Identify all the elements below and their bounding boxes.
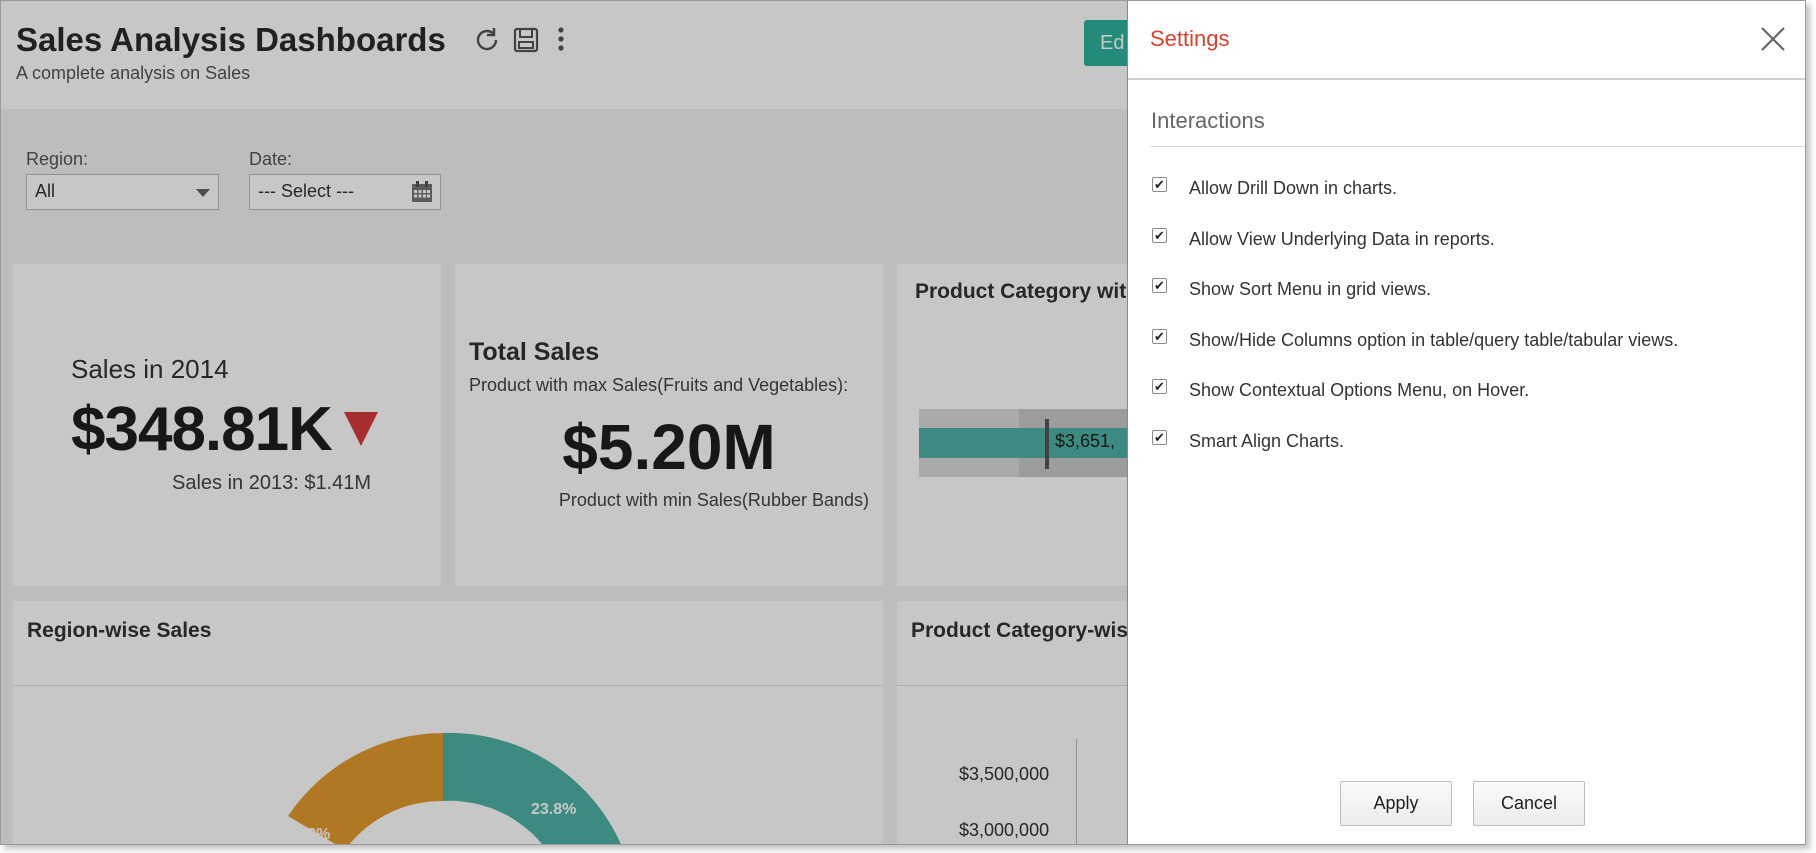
option-view-underlying-data[interactable]: ✔ Allow View Underlying Data in reports. xyxy=(1152,228,1792,252)
region-filter-label: Region: xyxy=(26,149,89,169)
option-contextual-menu[interactable]: ✔ Show Contextual Options Menu, on Hover… xyxy=(1152,379,1792,403)
date-picker[interactable]: --- Select --- xyxy=(249,174,441,210)
more-vertical-icon[interactable] xyxy=(546,25,576,55)
checkbox-contextual-menu[interactable]: ✔ xyxy=(1152,379,1167,394)
divider xyxy=(897,685,1137,686)
checkbox-view-underlying-data[interactable]: ✔ xyxy=(1152,228,1167,243)
region-select-value: All xyxy=(35,181,56,201)
cancel-button[interactable]: Cancel xyxy=(1473,781,1585,826)
y-tick-label: $3,500,000 xyxy=(959,764,1050,784)
option-label: Show Sort Menu in grid views. xyxy=(1189,279,1432,299)
option-label: Show Contextual Options Menu, on Hover. xyxy=(1189,380,1530,400)
total-sales-card: Total Sales Product with max Sales(Fruit… xyxy=(455,264,883,586)
checkbox-sort-menu[interactable]: ✔ xyxy=(1152,278,1167,293)
option-label: Allow Drill Down in charts. xyxy=(1189,178,1398,198)
calendar-icon[interactable] xyxy=(410,180,434,204)
check-icon: ✔ xyxy=(1154,329,1165,344)
min-sales-text: Product with min Sales(Rubber Bands) xyxy=(558,490,869,510)
max-sales-text: Product with max Sales(Fruits and Vegeta… xyxy=(469,375,849,395)
chevron-down-icon xyxy=(196,189,210,197)
product-category-card: Product Category with $3,651, xyxy=(897,264,1137,586)
option-label: Smart Align Charts. xyxy=(1189,431,1345,451)
check-icon: ✔ xyxy=(1154,228,1165,243)
product-category-title: Product Category with xyxy=(915,280,1137,303)
option-label: Allow View Underlying Data in reports. xyxy=(1189,229,1495,249)
option-label: Show/Hide Columns option in table/query … xyxy=(1189,330,1679,350)
check-icon: ✔ xyxy=(1154,379,1165,394)
refresh-icon[interactable] xyxy=(472,25,502,55)
checkbox-show-hide-columns[interactable]: ✔ xyxy=(1152,329,1167,344)
donut-slice[interactable] xyxy=(443,732,633,845)
donut-slice[interactable] xyxy=(288,733,443,845)
option-show-hide-columns[interactable]: ✔ Show/Hide Columns option in table/quer… xyxy=(1152,329,1792,353)
apply-button[interactable]: Apply xyxy=(1340,781,1452,826)
bullet-target-marker xyxy=(1045,419,1049,469)
y-axis-line xyxy=(1076,739,1077,844)
option-sort-menu[interactable]: ✔ Show Sort Menu in grid views. xyxy=(1152,278,1792,302)
region-sales-title: Region-wise Sales xyxy=(27,619,212,642)
date-picker-value: --- Select --- xyxy=(258,181,354,201)
trend-down-icon xyxy=(344,412,378,446)
kpi-value: $348.81K xyxy=(71,395,333,464)
settings-header: Settings xyxy=(1128,1,1805,80)
kpi-card-sales-2014: Sales in 2014 $348.81K Sales in 2013: $1… xyxy=(13,264,441,586)
region-select[interactable]: All xyxy=(26,174,219,210)
divider xyxy=(13,685,883,686)
option-smart-align[interactable]: ✔ Smart Align Charts. xyxy=(1152,430,1792,454)
checkbox-smart-align[interactable]: ✔ xyxy=(1152,430,1167,445)
slice-label: 30.2% xyxy=(285,826,331,843)
region-sales-card: Region-wise Sales 30.2% 23.8% xyxy=(13,601,883,845)
check-icon: ✔ xyxy=(1154,278,1165,293)
product-category-chart-card: Product Category-wis $3,500,000 $3,000,0… xyxy=(897,601,1137,844)
divider xyxy=(1151,146,1805,147)
save-icon[interactable] xyxy=(511,25,541,55)
total-sales-value: $5.20M xyxy=(562,411,776,483)
dashboard-title: Sales Analysis Dashboards xyxy=(16,21,446,58)
slice-label: 23.8% xyxy=(531,801,577,818)
bullet-value-label: $3,651, xyxy=(1055,431,1116,451)
check-icon: ✔ xyxy=(1154,177,1165,192)
y-tick-label: $3,000,000 xyxy=(959,820,1050,840)
kpi-comparison: Sales in 2013: $1.41M xyxy=(172,472,372,494)
check-icon: ✔ xyxy=(1154,430,1165,445)
interactions-section-title: Interactions xyxy=(1151,108,1265,133)
checkbox-drill-down[interactable]: ✔ xyxy=(1152,177,1167,192)
option-drill-down[interactable]: ✔ Allow Drill Down in charts. xyxy=(1152,177,1792,201)
kpi-label: Sales in 2014 xyxy=(71,354,229,384)
dashboard-subtitle: A complete analysis on Sales xyxy=(16,63,251,83)
product-category-chart-title: Product Category-wis xyxy=(911,619,1129,642)
settings-title: Settings xyxy=(1150,26,1230,51)
date-filter-label: Date: xyxy=(249,149,293,169)
settings-panel: Settings Interactions ✔ Allow Drill Down… xyxy=(1127,1,1805,844)
total-sales-title: Total Sales xyxy=(469,338,600,366)
bullet-bar[interactable] xyxy=(919,428,1129,458)
donut-chart xyxy=(288,732,633,845)
close-icon[interactable] xyxy=(1757,23,1789,55)
